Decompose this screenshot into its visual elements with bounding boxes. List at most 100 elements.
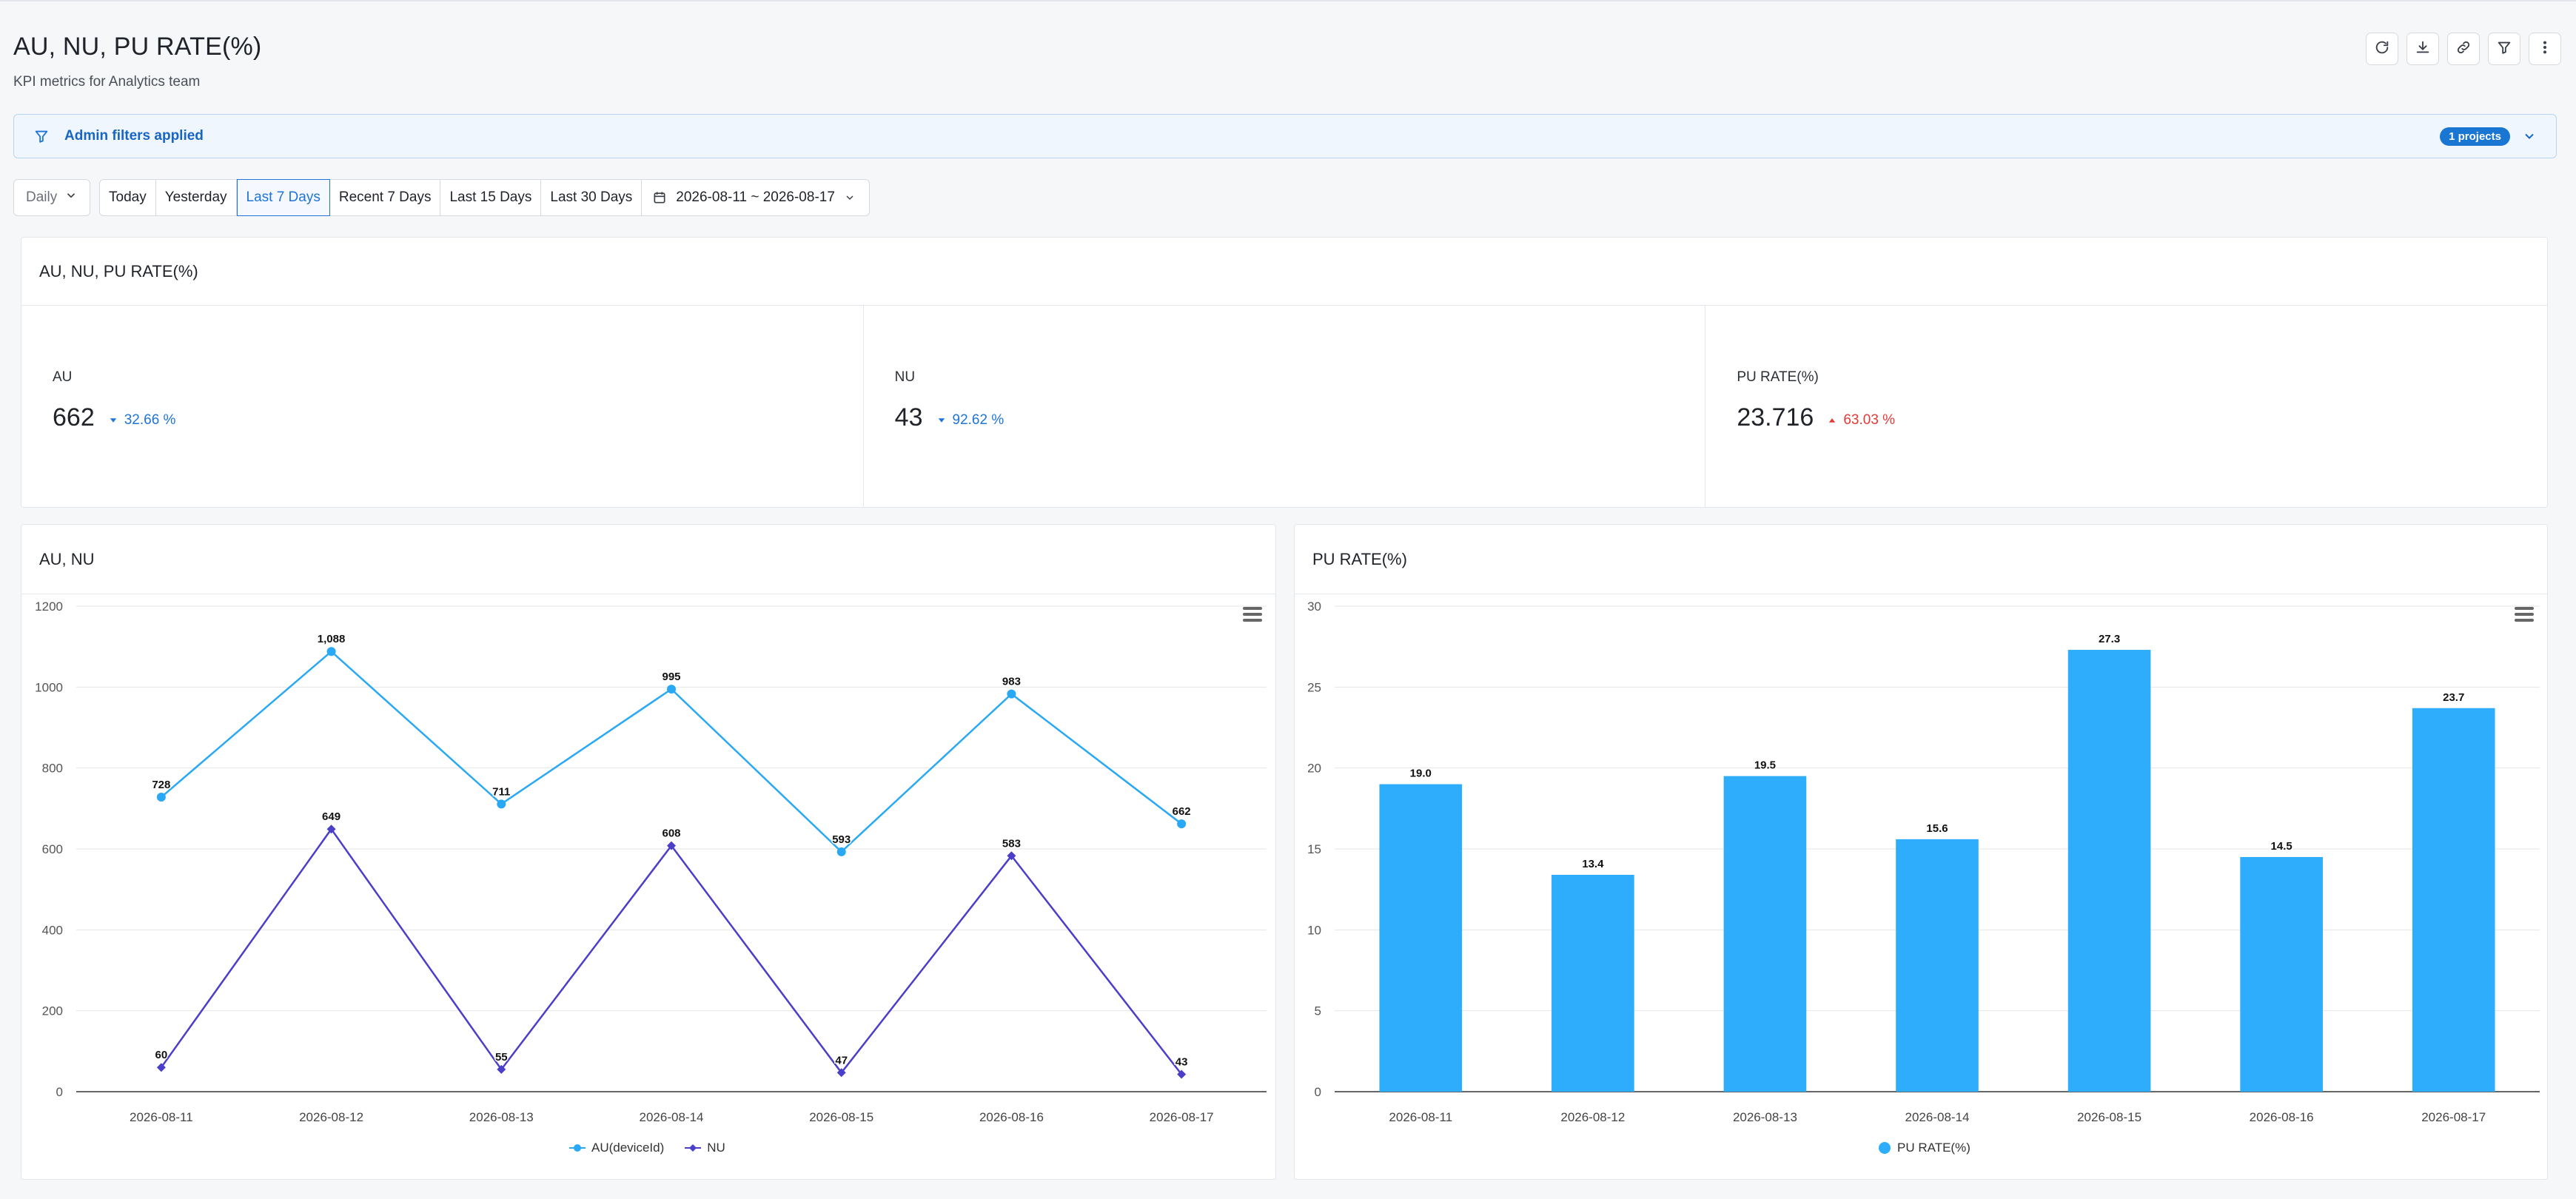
au-nu-chart-panel: AU, NU 0 200 400 600 800 1000 1200 2026-08-11 20…	[21, 524, 1276, 1180]
kpi-delta: 92.62 %	[936, 412, 1004, 429]
kpi-delta-value: 92.62 %	[952, 412, 1004, 428]
chart-menu-icon[interactable]	[2513, 605, 2535, 624]
granularity-select[interactable]: Daily	[13, 179, 90, 216]
data-point	[836, 847, 846, 856]
data-label: 23.7	[2443, 691, 2464, 704]
legend-item-au[interactable]: AU(deviceId)	[569, 1141, 664, 1155]
range-button-group: Today Yesterday Last 7 Days Recent 7 Day…	[99, 179, 870, 216]
x-tick-label: 2026-08-17	[2421, 1110, 2486, 1124]
kpi-value: 662	[53, 403, 95, 431]
x-tick-label: 2026-08-17	[1150, 1110, 1214, 1124]
data-point	[497, 799, 506, 809]
range-last-30-days-button[interactable]: Last 30 Days	[541, 180, 643, 215]
filter-button[interactable]	[2488, 33, 2520, 65]
kpi-card-au: AU 662 32.66 %	[21, 306, 864, 507]
kpi-panel-title: AU, NU, PU RATE(%)	[21, 238, 2547, 306]
legend-circle-marker-icon	[1879, 1142, 1891, 1154]
data-point	[1007, 851, 1016, 861]
y-tick-label: 30	[1307, 600, 1321, 614]
download-button[interactable]	[2406, 33, 2439, 65]
chart-title: PU RATE(%)	[1295, 525, 2547, 594]
date-range-picker[interactable]: 2026-08-11 ~ 2026-08-17	[642, 180, 869, 215]
y-tick-label: 5	[1315, 1004, 1321, 1018]
more-options-button[interactable]	[2529, 33, 2561, 65]
triangle-up-icon	[1829, 418, 1836, 423]
range-last-7-days-button[interactable]: Last 7 Days	[236, 179, 330, 216]
triangle-down-icon	[938, 418, 945, 423]
kpi-delta-value: 63.03 %	[1843, 412, 1896, 428]
kpi-delta-value: 32.66 %	[124, 412, 176, 428]
y-tick-label: 800	[42, 762, 63, 776]
kpi-delta: 63.03 %	[1827, 412, 1895, 429]
data-label: 728	[152, 779, 170, 791]
kpi-delta: 32.66 %	[108, 412, 176, 429]
kpi-panel: AU, NU, PU RATE(%) AU 662 32.66 % NU 43 …	[21, 237, 2548, 508]
filter-icon	[2496, 39, 2512, 59]
projects-badge: 1 projects	[2440, 127, 2510, 146]
y-tick-label: 1200	[35, 600, 63, 614]
kpi-value: 23.716	[1737, 403, 1814, 431]
legend-item-pu-rate[interactable]: PU RATE(%)	[1878, 1141, 1970, 1155]
range-last-15-days-button[interactable]: Last 15 Days	[440, 180, 542, 215]
page-subtitle: KPI metrics for Analytics team	[13, 74, 201, 90]
legend-line-marker-icon	[569, 1144, 586, 1152]
bar	[2412, 708, 2495, 1092]
x-tick-label: 2026-08-15	[2077, 1110, 2141, 1124]
pu-rate-bar-chart: 0 5 10 15 20 25 30 2026-08-11 2026-08-12 2026-08-…	[1307, 600, 2540, 1124]
data-point	[156, 1063, 166, 1072]
x-tick-label: 2026-08-14	[640, 1110, 704, 1124]
y-tick-label: 10	[1307, 923, 1321, 937]
x-tick-label: 2026-08-11	[1389, 1110, 1452, 1124]
data-label: 60	[155, 1049, 168, 1061]
granularity-value: Daily	[26, 189, 58, 205]
data-label: 43	[1175, 1055, 1188, 1068]
legend-item-nu[interactable]: NU	[685, 1141, 725, 1155]
y-tick-label: 15	[1307, 842, 1321, 856]
series-line-nu	[160, 827, 1183, 1075]
data-label: 13.4	[1582, 858, 1604, 870]
data-label: 593	[832, 833, 851, 846]
y-tick-label: 25	[1307, 680, 1321, 694]
data-point	[1007, 689, 1016, 699]
x-tick-label: 2026-08-12	[299, 1110, 363, 1124]
page-title: AU, NU, PU RATE(%)	[13, 33, 262, 61]
data-point	[326, 647, 336, 656]
kpi-label: NU	[894, 369, 916, 385]
y-tick-label: 0	[1315, 1085, 1321, 1099]
kpi-row: AU 662 32.66 % NU 43 92.62 % PU RATE(%)	[21, 306, 2547, 507]
data-label: 983	[1002, 676, 1021, 688]
link-icon	[2455, 39, 2472, 59]
toolbar	[2366, 33, 2561, 65]
bar	[1379, 784, 1463, 1092]
data-label: 47	[835, 1054, 848, 1067]
data-label: 711	[492, 785, 510, 798]
date-controls: Daily Today Yesterday Last 7 Days Recent…	[13, 179, 870, 216]
copy-link-button[interactable]	[2447, 33, 2480, 65]
chart-title: AU, NU	[21, 525, 1275, 594]
data-point	[497, 1064, 506, 1074]
y-tick-label: 20	[1307, 762, 1321, 776]
bar	[1896, 839, 1979, 1092]
data-label: 995	[662, 671, 680, 683]
triangle-down-icon	[110, 418, 116, 423]
y-tick-label: 1000	[35, 680, 63, 694]
range-recent-7-days-button[interactable]: Recent 7 Days	[330, 180, 441, 215]
chevron-down-icon[interactable]	[2522, 129, 2537, 144]
bar	[2067, 650, 2151, 1092]
x-tick-label: 2026-08-13	[469, 1110, 534, 1124]
range-yesterday-button[interactable]: Yesterday	[156, 180, 237, 215]
data-label: 583	[1002, 837, 1021, 850]
range-today-button[interactable]: Today	[100, 180, 156, 215]
admin-filter-banner[interactable]: Admin filters applied 1 projects	[13, 114, 2557, 158]
x-tick-label: 2026-08-13	[1733, 1110, 1797, 1124]
chevron-down-icon	[64, 189, 78, 206]
refresh-button[interactable]	[2366, 33, 2398, 65]
data-point	[836, 1068, 846, 1078]
chart-menu-icon[interactable]	[1241, 605, 1264, 624]
calendar-icon	[652, 190, 667, 205]
data-point	[326, 824, 336, 834]
y-tick-label: 0	[56, 1085, 63, 1099]
y-tick-label: 200	[42, 1004, 63, 1018]
x-tick-label: 2026-08-12	[1560, 1110, 1625, 1124]
data-label: 608	[662, 827, 680, 840]
